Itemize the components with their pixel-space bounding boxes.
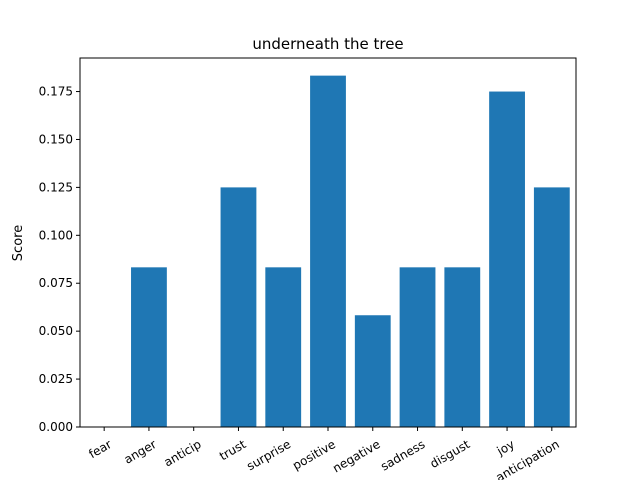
x-tick-label: trust — [217, 437, 249, 463]
chart-title: underneath the tree — [252, 35, 403, 53]
x-tick-label: sadness — [378, 437, 427, 473]
y-axis-ticks: 0.000 0.025 0.050 0.075 0.100 0.125 0.150 0.175 — [39, 85, 80, 434]
bars-group — [131, 75, 570, 428]
y-tick-label: 0.025 — [39, 372, 73, 386]
x-tick-label: fear — [86, 437, 114, 461]
y-tick-label: 0.075 — [39, 276, 73, 290]
bar-anticipation — [533, 187, 570, 427]
y-tick-label: 0.050 — [39, 324, 73, 338]
y-tick-label: 0.100 — [39, 228, 73, 242]
bar-sadness — [399, 267, 436, 427]
bar-surprise — [265, 267, 302, 427]
x-tick-label: surprise — [244, 437, 293, 473]
x-axis-ticks: fear anger anticip trustsurprisepositiveneg… — [86, 427, 562, 480]
x-tick-label: anticip — [161, 437, 203, 469]
y-tick-label: 0.000 — [39, 420, 73, 434]
bar-anger — [131, 267, 167, 427]
x-tick-label: disgust — [428, 437, 473, 471]
x-tick-label: negative — [330, 437, 382, 475]
bar-negative — [354, 315, 391, 427]
bar-trust — [220, 187, 257, 427]
y-tick-label: 0.150 — [39, 132, 73, 146]
bar-positive — [310, 75, 346, 428]
bar-joy — [489, 91, 525, 427]
y-axis-label: Score — [11, 225, 26, 261]
x-tick-label: joy — [494, 437, 517, 459]
plot-frame — [79, 57, 577, 428]
bar-disgust — [444, 267, 481, 427]
y-tick-label: 0.175 — [39, 85, 73, 99]
y-tick-label: 0.125 — [39, 180, 73, 194]
x-tick-label: anger — [122, 437, 159, 467]
x-tick-label: positive — [290, 437, 338, 473]
